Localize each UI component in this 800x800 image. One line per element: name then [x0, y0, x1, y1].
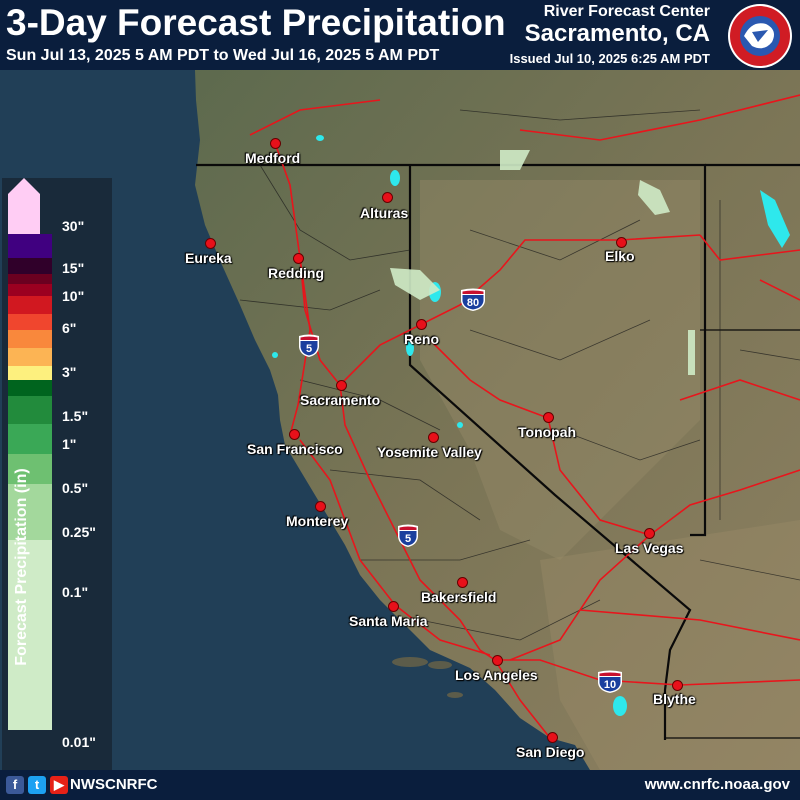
social-handle[interactable]: NWSCNRFC: [70, 776, 158, 793]
legend-swatch: [8, 296, 52, 314]
issued-time: Issued Jul 10, 2025 6:25 AM PDT: [509, 51, 710, 66]
shield-number: 80: [467, 297, 479, 309]
legend-tick-label: 0.01": [62, 734, 96, 750]
interstate-shield-icon: 5: [398, 524, 418, 547]
city-marker: [543, 412, 554, 423]
map-title: 3-Day Forecast Precipitation: [6, 2, 506, 43]
interstate-shield-icon: 10: [598, 670, 622, 693]
city-marker: [388, 601, 399, 612]
legend-tick-label: 30": [62, 218, 85, 234]
legend-swatch: [8, 424, 52, 454]
city-label: Sacramento: [300, 392, 381, 408]
legend-axis-label: Forecast Precipitation (in): [13, 468, 30, 666]
legend-color-bar: [8, 178, 52, 730]
city-label: Medford: [245, 150, 301, 166]
shield-number: 10: [604, 679, 616, 691]
nws-logo-icon[interactable]: [722, 2, 798, 70]
header-bar: 3-Day Forecast Precipitation Sun Jul 13,…: [0, 0, 800, 70]
city-marker: [289, 429, 300, 440]
city-marker: [428, 432, 439, 443]
city-label: Elko: [605, 248, 635, 264]
city-marker: [270, 138, 281, 149]
shield-number: 5: [306, 343, 312, 355]
city-marker: [616, 237, 627, 248]
city-label: Eureka: [185, 250, 232, 266]
city-label: Monterey: [286, 513, 349, 529]
city-marker: [492, 655, 503, 666]
precipitation-legend: Forecast Precipitation (in) 30" 15" 10" 6" 3…: [2, 178, 112, 770]
city-label: San Francisco: [247, 441, 343, 457]
city-label: Las Vegas: [615, 540, 684, 556]
city-marker: [644, 528, 655, 539]
county-lines: [239, 109, 800, 641]
legend-tick-label: 0.5": [62, 480, 89, 496]
youtube-icon[interactable]: ▶: [50, 776, 68, 794]
city-label: San Diego: [516, 744, 585, 760]
city-label: Los Angeles: [455, 667, 538, 683]
city-label: Redding: [268, 265, 324, 281]
city-marker: [547, 732, 558, 743]
city-label: Blythe: [653, 691, 696, 707]
city-label: Santa Maria: [349, 613, 428, 629]
legend-arrow-cap: [8, 178, 40, 234]
website-link[interactable]: www.cnrfc.noaa.gov: [644, 776, 790, 793]
city-marker: [336, 380, 347, 391]
city-marker: [382, 192, 393, 203]
city-marker: [416, 319, 427, 330]
city-marker: [205, 238, 216, 249]
city-label: Reno: [404, 331, 439, 347]
city-label: Yosemite Valley: [377, 444, 482, 460]
legend-swatch: [8, 540, 52, 730]
city-marker: [315, 501, 326, 512]
legend-tick-label: 1.5": [62, 408, 89, 424]
legend-tick-label: 1": [62, 436, 77, 452]
legend-swatch: [8, 284, 52, 296]
legend-tick-label: 10": [62, 288, 85, 304]
legend-swatch: [8, 484, 52, 540]
legend-tick-label: 0.1": [62, 584, 89, 600]
interstate-shield-icon: 80: [461, 288, 485, 311]
footer-bar: f t ▶ NWSCNRFC www.cnrfc.noaa.gov: [0, 770, 800, 800]
legend-swatch: [8, 366, 52, 380]
city-marker: [457, 577, 468, 588]
legend-tick-label: 0.25": [62, 524, 96, 540]
legend-swatch: [8, 234, 52, 258]
forecast-center-location: Sacramento, CA: [524, 20, 710, 47]
land-area: [195, 70, 800, 770]
twitter-icon[interactable]: t: [28, 776, 46, 794]
precipitation-patches: [390, 150, 695, 375]
city-label: Alturas: [360, 205, 409, 221]
legend-tick-label: 6": [62, 320, 77, 336]
legend-tick-label: 3": [62, 364, 77, 380]
shield-number: 5: [405, 533, 411, 545]
city-marker: [672, 680, 683, 691]
legend-swatch: [8, 314, 52, 330]
legend-tick-label: 15": [62, 260, 85, 276]
forecast-center-name: River Forecast Center: [543, 3, 710, 20]
interstate-shield-icon: 5: [299, 334, 319, 357]
valid-time-range: Sun Jul 13, 2025 5 AM PDT to Wed Jul 16,…: [6, 47, 440, 64]
state-borders: [196, 163, 800, 740]
facebook-icon[interactable]: f: [6, 776, 24, 794]
city-label: Tonopah: [518, 424, 577, 440]
legend-swatch: [8, 330, 52, 348]
legend-swatch: [8, 274, 52, 284]
legend-swatch: [8, 396, 52, 424]
legend-swatch: [8, 348, 52, 366]
legend-swatch: [8, 380, 52, 396]
city-marker: [293, 253, 304, 264]
city-label: Bakersfield: [421, 589, 497, 605]
legend-swatch: [8, 258, 52, 274]
legend-swatch: [8, 454, 52, 484]
